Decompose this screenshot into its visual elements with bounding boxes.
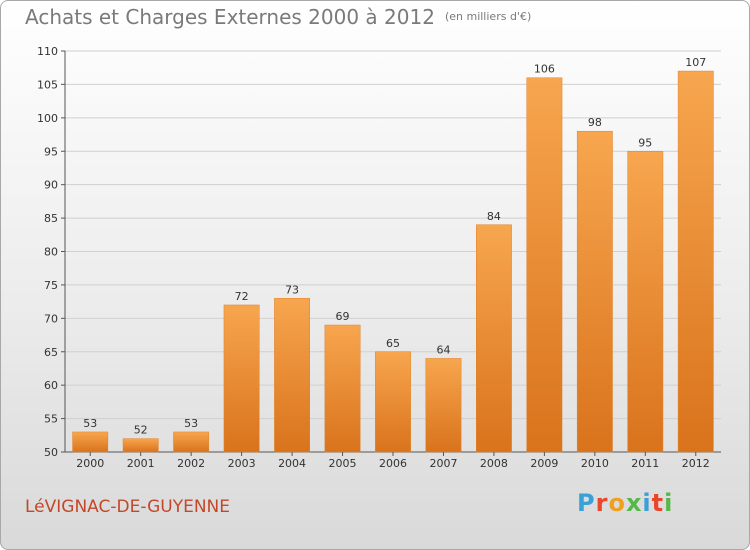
y-tick-label: 105: [37, 78, 58, 91]
x-tick-label: 2002: [177, 457, 205, 470]
proxiti-logo[interactable]: Proxiti: [577, 489, 673, 517]
bar: [324, 324, 361, 453]
y-tick-label: 80: [44, 246, 58, 259]
data-label: 53: [184, 417, 198, 430]
y-tick-label: 65: [44, 346, 58, 359]
x-tick-label: 2011: [631, 457, 659, 470]
x-tick-label: 2000: [76, 457, 104, 470]
commune-name: LéVIGNAC-DE-GUYENNE: [25, 497, 231, 517]
bar: [274, 298, 310, 453]
data-label: 106: [534, 63, 555, 76]
x-tick-label: 2009: [530, 457, 558, 470]
data-label: 98: [588, 116, 602, 129]
data-label: 95: [638, 136, 652, 149]
data-label: 64: [436, 343, 450, 356]
data-label: 84: [487, 210, 501, 223]
x-tick-label: 2006: [379, 457, 407, 470]
logo-letter: t: [651, 489, 665, 517]
bar: [425, 358, 462, 453]
logo-letter: o: [608, 489, 626, 517]
y-tick-label: 50: [44, 446, 58, 459]
logo-letter: i: [664, 489, 674, 517]
chart-title-text: Achats et Charges Externes 2000 à 2012: [25, 5, 435, 29]
y-tick-label: 60: [44, 379, 58, 392]
x-tick-label: 2003: [228, 457, 256, 470]
x-tick-label: 2010: [581, 457, 609, 470]
y-tick-label: 95: [44, 145, 58, 158]
data-label: 52: [134, 424, 148, 437]
y-tick-label: 55: [44, 413, 58, 426]
y-tick-label: 85: [44, 212, 58, 225]
chart-title: Achats et Charges Externes 2000 à 2012 (e…: [25, 5, 531, 29]
data-label: 69: [336, 310, 350, 323]
y-tick-label: 110: [37, 45, 58, 58]
bar: [526, 77, 563, 453]
x-tick-label: 2007: [429, 457, 457, 470]
data-label: 73: [285, 283, 299, 296]
data-label: 107: [685, 56, 706, 69]
y-tick-label: 75: [44, 279, 58, 292]
bar: [223, 304, 260, 453]
bar: [677, 70, 714, 453]
bar: [72, 431, 109, 453]
x-tick-label: 2001: [127, 457, 155, 470]
bar: [173, 431, 210, 453]
x-tick-label: 2004: [278, 457, 306, 470]
data-label: 72: [235, 290, 249, 303]
y-tick-label: 100: [37, 112, 58, 125]
x-tick-label: 2005: [329, 457, 357, 470]
logo-letter: x: [625, 489, 643, 517]
y-tick-label: 90: [44, 179, 58, 192]
logo-letter: P: [577, 489, 596, 517]
data-label: 53: [83, 417, 97, 430]
bar: [375, 351, 411, 453]
bar: [627, 151, 664, 453]
x-tick-label: 2008: [480, 457, 508, 470]
logo-letter: i: [642, 489, 652, 517]
unit-note: (en milliers d'€): [444, 10, 532, 23]
data-label: 65: [386, 337, 400, 350]
bar: [122, 438, 159, 453]
x-tick-label: 2012: [682, 457, 710, 470]
bar: [576, 130, 613, 453]
bar: [476, 224, 512, 453]
y-tick-label: 70: [44, 312, 58, 325]
logo-letter: r: [595, 489, 609, 517]
